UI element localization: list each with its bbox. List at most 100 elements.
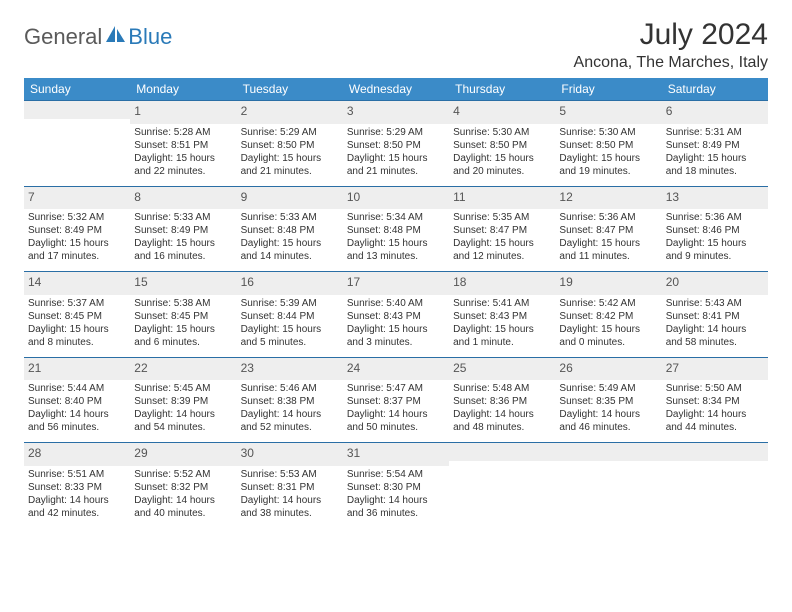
daylight-text: Daylight: 14 hours [453,408,551,421]
sunset-text: Sunset: 8:33 PM [28,481,126,494]
sunset-text: Sunset: 8:41 PM [666,310,764,323]
calendar-day-cell [24,101,130,187]
logo: General Blue [24,24,172,50]
calendar-day-cell: 29Sunrise: 5:52 AMSunset: 8:32 PMDayligh… [130,443,236,528]
sunrise-text: Sunrise: 5:30 AM [559,126,657,139]
calendar-day-cell: 25 Sunrise: 5:48 AMSunset: 8:36 PMDayligh… [449,357,555,443]
sunrise-text: Sunrise: 5:49 AM [559,382,657,395]
daylight-text: and 11 minutes. [559,250,657,263]
day-number: 17 [347,275,445,291]
daylight-text: and 19 minutes. [559,165,657,178]
daylight-text: Daylight: 15 hours [453,152,551,165]
sunset-text: Sunset: 8:43 PM [453,310,551,323]
sunset-text: Sunset: 8:37 PM [347,395,445,408]
sunset-text: Sunset: 8:48 PM [347,224,445,237]
sunset-text: Sunset: 8:36 PM [453,395,551,408]
weekday-header: Thursday [449,78,555,101]
day-number: 21 [28,361,126,377]
sunset-text: Sunset: 8:50 PM [453,139,551,152]
calendar-day-cell: 20Sunrise: 5:43 AMSunset: 8:41 PMDayligh… [662,272,768,358]
daylight-text: and 9 minutes. [666,250,764,263]
daylight-text: and 42 minutes. [28,507,126,520]
day-number: 18 [453,275,551,291]
sunset-text: Sunset: 8:43 PM [347,310,445,323]
sunset-text: Sunset: 8:45 PM [28,310,126,323]
sunset-text: Sunset: 8:46 PM [666,224,764,237]
daylight-text: Daylight: 15 hours [28,237,126,250]
day-number: 26 [559,361,657,377]
sunset-text: Sunset: 8:31 PM [241,481,339,494]
daylight-text: Daylight: 15 hours [241,323,339,336]
day-number: 24 [347,361,445,377]
daylight-text: and 3 minutes. [347,336,445,349]
daylight-text: Daylight: 15 hours [241,237,339,250]
daylight-text: and 16 minutes. [134,250,232,263]
daylight-text: and 17 minutes. [28,250,126,263]
daylight-text: and 46 minutes. [559,421,657,434]
sunset-text: Sunset: 8:49 PM [666,139,764,152]
calendar-day-cell: 23Sunrise: 5:46 AMSunset: 8:38 PMDayligh… [237,357,343,443]
daylight-text: and 1 minute. [453,336,551,349]
calendar-day-cell: 11Sunrise: 5:35 AMSunset: 8:47 PMDayligh… [449,186,555,272]
daylight-text: Daylight: 15 hours [559,152,657,165]
calendar-day-cell [662,443,768,528]
daylight-text: and 58 minutes. [666,336,764,349]
day-number: 14 [28,275,126,291]
calendar-day-cell: 16Sunrise: 5:39 AMSunset: 8:44 PMDayligh… [237,272,343,358]
weekday-header: Wednesday [343,78,449,101]
sunset-text: Sunset: 8:44 PM [241,310,339,323]
day-number: 9 [241,190,339,206]
day-number: 7 [28,190,126,206]
daylight-text: and 21 minutes. [347,165,445,178]
sunrise-text: Sunrise: 5:46 AM [241,382,339,395]
day-number: 27 [666,361,764,377]
day-number: 1 [134,104,232,120]
calendar-day-cell: 8Sunrise: 5:33 AMSunset: 8:49 PMDaylight… [130,186,236,272]
daylight-text: Daylight: 15 hours [134,152,232,165]
day-number: 22 [134,361,232,377]
weekday-header: Saturday [662,78,768,101]
calendar-day-cell: 30Sunrise: 5:53 AMSunset: 8:31 PMDayligh… [237,443,343,528]
day-number: 29 [134,446,232,462]
calendar-day-cell: 1 Sunrise: 5:28 AMSunset: 8:51 PMDaylight… [130,101,236,187]
daylight-text: and 56 minutes. [28,421,126,434]
daylight-text: Daylight: 15 hours [134,323,232,336]
calendar-week-row: 7Sunrise: 5:32 AMSunset: 8:49 PMDaylight… [24,186,768,272]
day-number: 13 [666,190,764,206]
sunrise-text: Sunrise: 5:28 AM [134,126,232,139]
day-number: 23 [241,361,339,377]
calendar-day-cell: 12Sunrise: 5:36 AMSunset: 8:47 PMDayligh… [555,186,661,272]
daylight-text: and 12 minutes. [453,250,551,263]
weekday-header-row: Sunday Monday Tuesday Wednesday Thursday… [24,78,768,101]
daylight-text: and 21 minutes. [241,165,339,178]
calendar-week-row: 14Sunrise: 5:37 AMSunset: 8:45 PMDayligh… [24,272,768,358]
daylight-text: and 20 minutes. [453,165,551,178]
day-number: 28 [28,446,126,462]
weekday-header: Monday [130,78,236,101]
logo-text-blue: Blue [128,24,172,50]
day-number: 25 [453,361,551,377]
sunrise-text: Sunrise: 5:40 AM [347,297,445,310]
daylight-text: Daylight: 14 hours [347,494,445,507]
daylight-text: Daylight: 14 hours [666,323,764,336]
daylight-text: and 6 minutes. [134,336,232,349]
daylight-text: Daylight: 15 hours [666,237,764,250]
sunset-text: Sunset: 8:50 PM [241,139,339,152]
sunset-text: Sunset: 8:51 PM [134,139,232,152]
sunrise-text: Sunrise: 5:41 AM [453,297,551,310]
calendar-day-cell: 3Sunrise: 5:29 AMSunset: 8:50 PMDaylight… [343,101,449,187]
sunrise-text: Sunrise: 5:34 AM [347,211,445,224]
sunrise-text: Sunrise: 5:36 AM [559,211,657,224]
sunrise-text: Sunrise: 5:48 AM [453,382,551,395]
daylight-text: Daylight: 14 hours [559,408,657,421]
sunrise-text: Sunrise: 5:36 AM [666,211,764,224]
sunset-text: Sunset: 8:38 PM [241,395,339,408]
day-number: 31 [347,446,445,462]
sunset-text: Sunset: 8:48 PM [241,224,339,237]
daylight-text: Daylight: 14 hours [134,408,232,421]
calendar-day-cell: 14Sunrise: 5:37 AMSunset: 8:45 PMDayligh… [24,272,130,358]
sunset-text: Sunset: 8:42 PM [559,310,657,323]
sunrise-text: Sunrise: 5:44 AM [28,382,126,395]
daylight-text: and 48 minutes. [453,421,551,434]
daylight-text: Daylight: 15 hours [28,323,126,336]
